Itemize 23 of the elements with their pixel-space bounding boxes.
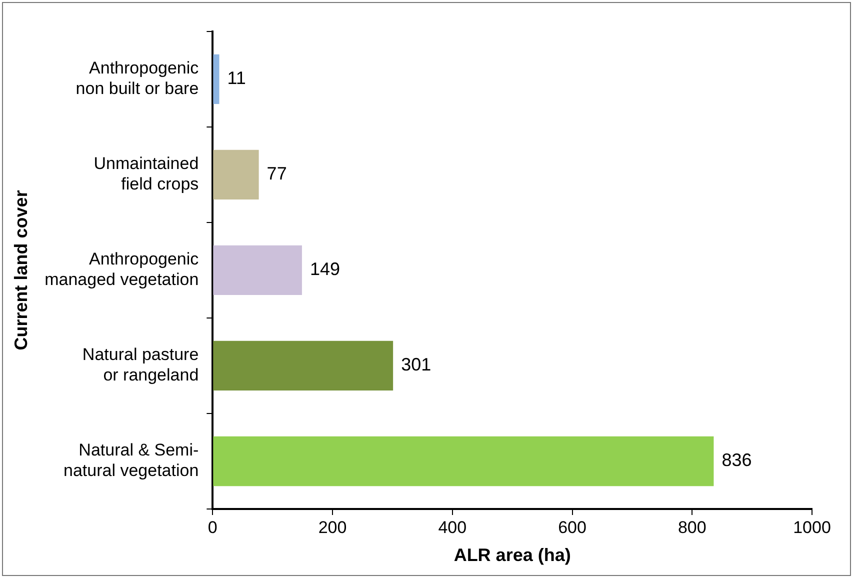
data-label: 11	[227, 68, 246, 88]
y-tick-label: Anthropogenic non built or bare	[76, 58, 200, 98]
x-tick-label: 400	[438, 518, 467, 537]
y-axis-title: Current land cover	[10, 190, 31, 350]
bar	[213, 150, 259, 200]
data-label: 149	[310, 259, 340, 280]
x-tick-label: 600	[558, 518, 586, 537]
x-tick-label: 1000	[793, 518, 831, 537]
x-tick-label: 0	[208, 518, 218, 537]
x-tick-label: 200	[318, 518, 347, 537]
data-label: 301	[401, 354, 432, 375]
bar	[213, 245, 302, 296]
y-tick-label: Unmaintained field crops	[94, 154, 199, 194]
bar	[213, 340, 394, 391]
y-tick-label: Anthropogenic managed vegetation	[44, 250, 200, 290]
y-tick-label: Natural & Semi-natural vegetation	[64, 440, 199, 480]
x-tick-label: 800	[678, 518, 706, 537]
bar	[213, 54, 220, 104]
data-label: 836	[722, 450, 752, 470]
data-label: 77	[266, 164, 287, 184]
bar	[213, 436, 714, 486]
y-tick-label: Natural pasture or rangeland	[82, 345, 199, 385]
x-axis-title: ALR area (ha)	[454, 545, 571, 566]
